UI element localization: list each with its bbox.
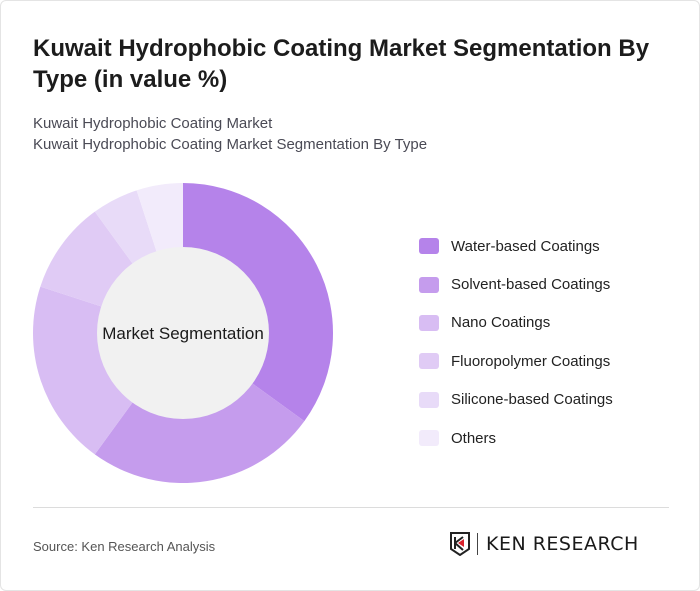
- legend-swatch: [419, 430, 439, 447]
- legend-label: Water-based Coatings: [451, 237, 600, 255]
- legend-label: Silicone-based Coatings: [451, 391, 613, 409]
- chart-subtitle-2: Kuwait Hydrophobic Coating Market Segmen…: [33, 136, 428, 153]
- legend-item: Nano Coatings: [419, 304, 613, 342]
- legend-item: Fluoropolymer Coatings: [419, 342, 613, 380]
- legend-label: Nano Coatings: [451, 314, 551, 332]
- legend-label: Fluoropolymer Coatings: [451, 352, 611, 370]
- legend-swatch: [419, 391, 439, 408]
- legend-label: Solvent-based Coatings: [451, 276, 611, 294]
- donut-chart: Market Segmentation: [33, 183, 333, 483]
- legend-item: Solvent-based Coatings: [419, 265, 613, 303]
- legend-swatch: [419, 314, 439, 331]
- center-label: Market Segmentation: [102, 324, 264, 343]
- legend: Water-based Coatings Solvent-based Coatin…: [419, 227, 613, 457]
- source-text: Source: Ken Research Analysis: [33, 539, 216, 554]
- donut-hole: [97, 247, 269, 419]
- ken-research-logo: KEN RESEARCH: [449, 532, 639, 556]
- legend-item: Silicone-based Coatings: [419, 381, 613, 419]
- logo-icon: [450, 532, 470, 556]
- legend-item: Water-based Coatings: [419, 227, 613, 265]
- logo-text: KEN RESEARCH: [486, 533, 639, 555]
- divider: [33, 507, 669, 508]
- legend-item: Others: [419, 419, 613, 457]
- chart-subtitle: Kuwait Hydrophobic Coating Market: [33, 115, 273, 132]
- legend-swatch: [419, 276, 439, 293]
- legend-swatch: [419, 238, 439, 255]
- legend-label: Others: [451, 429, 497, 447]
- legend-swatch: [419, 353, 439, 370]
- chart-title: Kuwait Hydrophobic Coating Market Segmen…: [33, 35, 650, 93]
